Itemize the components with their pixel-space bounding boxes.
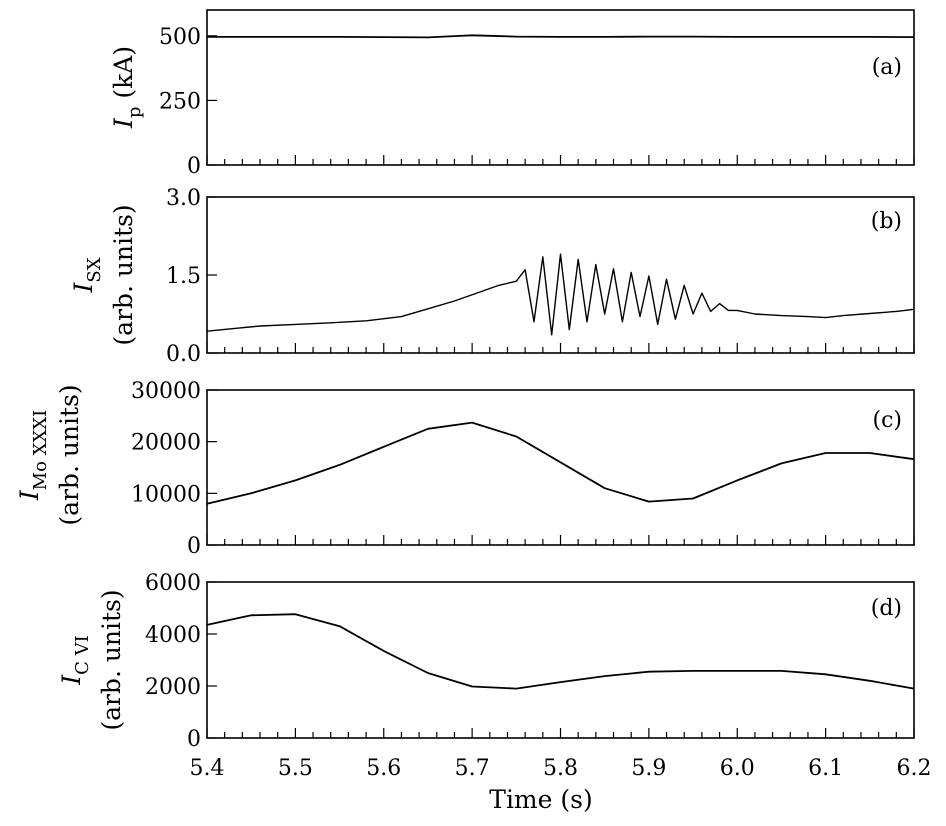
panel-b-ticks (206, 196, 915, 354)
x-tick-label: 5.7 (455, 756, 490, 781)
y-tick-label: 0 (187, 154, 201, 179)
panel-c-line (206, 421, 915, 505)
panel-a-line (207, 34, 915, 39)
panel-b-line (206, 253, 915, 336)
panel-b-ylabel-unit: (arb. units) (109, 204, 138, 345)
panel-d-ylabel-symbol: IC VI (57, 635, 93, 686)
panel-c-ytick-labels: 0 10000 20000 30000 (131, 379, 201, 559)
x-tick-label: 5.4 (190, 756, 225, 781)
panel-a-frame (206, 9, 915, 166)
x-tick-label: 5.9 (631, 756, 666, 781)
panel-c: 0 10000 20000 30000 (c) IMo XXXI (arb. unit… (15, 379, 915, 559)
panel-d-ticks (206, 581, 915, 739)
x-tick-label: 5.8 (543, 756, 578, 781)
y-tick-label: 0.0 (166, 342, 201, 367)
panel-b-ylabel-symbol: ISX (69, 257, 105, 293)
panel-b-frame (206, 196, 915, 354)
panel-a-label: (a) (872, 55, 902, 80)
panel-c-frame (206, 389, 915, 546)
x-axis-title: Time (s) (489, 785, 592, 814)
y-tick-label: 30000 (131, 379, 201, 404)
y-tick-label: 2000 (145, 675, 201, 700)
y-tick-label: 3.0 (166, 186, 201, 211)
y-tick-label: 6000 (145, 571, 201, 596)
panel-c-ylabel-unit: (arb. units) (55, 384, 84, 525)
panel-c-ylabel-symbol: IMo XXXI (15, 410, 51, 501)
panel-d-ylabel-unit: (arb. units) (97, 589, 126, 730)
y-tick-label: 1.5 (166, 264, 201, 289)
y-tick-label: 10000 (131, 482, 201, 507)
panel-d-label: (d) (871, 596, 902, 621)
panel-b: 0.0 1.5 3.0 (b) ISX (arb. units) (69, 186, 915, 367)
panel-d-ytick-labels: 0 2000 4000 6000 (145, 571, 201, 752)
panel-a: 0 250 500 (a) Ip(kA) (109, 9, 915, 179)
panel-d-frame (206, 581, 915, 739)
panel-d: 0 2000 4000 6000 (d) IC VI (arb. units) 5.4… (57, 571, 932, 781)
y-tick-label: 500 (159, 25, 201, 50)
panel-a-ylabel: Ip(kA) (109, 46, 145, 129)
panel-a-ytick-labels: 0 250 500 (159, 25, 201, 179)
y-tick-label: 0 (187, 727, 201, 752)
panel-c-label: (c) (873, 408, 903, 433)
y-tick-label: 20000 (131, 431, 201, 456)
panel-c-ticks (206, 389, 915, 546)
x-tick-label: 5.5 (278, 756, 313, 781)
x-tick-label: 5.6 (366, 756, 401, 781)
panel-d-line (206, 613, 915, 690)
panel-b-ytick-labels: 0.0 1.5 3.0 (166, 186, 201, 367)
panel-b-label: (b) (871, 209, 902, 234)
y-tick-label: 0 (187, 534, 201, 559)
x-tick-labels: 5.4 5.5 5.6 5.7 5.8 5.9 6.0 6.1 6.2 (190, 756, 932, 781)
x-tick-label: 6.0 (720, 756, 755, 781)
y-tick-label: 250 (159, 89, 201, 114)
panel-a-ticks (206, 35, 915, 166)
x-tick-label: 6.1 (808, 756, 843, 781)
x-tick-label: 6.2 (897, 756, 932, 781)
y-tick-label: 4000 (145, 623, 201, 648)
